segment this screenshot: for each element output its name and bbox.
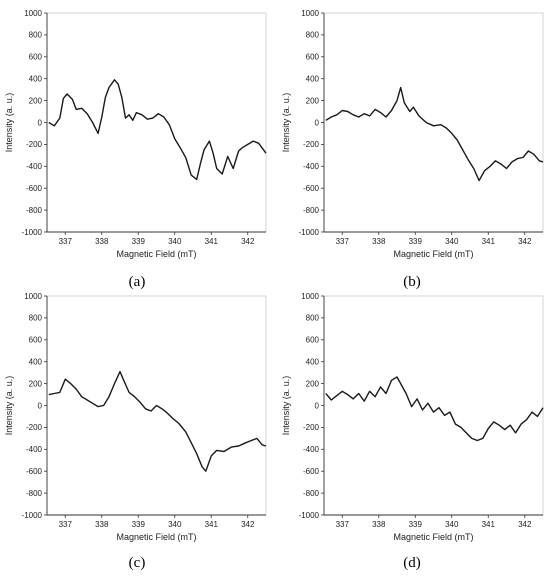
y-tick-label: -200: [26, 140, 43, 149]
plot-frame: [46, 12, 267, 233]
panel-d: -1000 -800 -600 -400 -200 0 200 400 600 800 1000 33…: [281, 292, 544, 571]
spectrum-line: [48, 370, 267, 472]
x-tick-label: 337: [59, 520, 73, 529]
y-tick-label: -200: [303, 423, 320, 432]
y-tick-label: 800: [306, 314, 320, 323]
y-tick-label: -800: [26, 489, 43, 498]
y-tick-label: 400: [306, 358, 320, 367]
y-tick-label: -800: [303, 489, 320, 498]
y-tick-label: 1000: [301, 292, 319, 301]
x-axis-label: Magnetic Field (mT): [393, 249, 473, 259]
x-tick-label: 339: [409, 520, 423, 529]
y-tick-label: 800: [29, 314, 43, 323]
y-tick-label: 0: [315, 401, 320, 410]
x-axis-label: Magnetic Field (mT): [393, 532, 473, 542]
x-tick-label: 342: [241, 520, 255, 529]
y-tick-label: 0: [38, 401, 43, 410]
y-tick-label: -1000: [299, 511, 320, 520]
y-tick-label: 400: [306, 75, 320, 84]
panel-b: -1000 -800 -600 -400 -200 0 200 400 600 800 1000 33…: [281, 9, 544, 290]
y-tick-label: -400: [26, 445, 43, 454]
spectrum-line: [325, 376, 544, 442]
x-tick-label: 338: [372, 520, 386, 529]
y-tick-label: 600: [306, 336, 320, 345]
x-tick-label: 337: [59, 237, 73, 246]
x-tick-label: 340: [168, 237, 182, 246]
y-tick-label: -600: [26, 184, 43, 193]
y-tick-label: -600: [26, 467, 43, 476]
x-tick-label: 341: [482, 237, 496, 246]
x-tick-label: 339: [409, 237, 423, 246]
y-axis-label: Intensity (a. u.): [4, 93, 14, 153]
y-tick-label: -1000: [22, 511, 43, 520]
panel-a: -1000 -800 -600 -400 -200 0 200 400 600 800 1000 33…: [4, 9, 267, 290]
x-tick-label: 338: [372, 237, 386, 246]
y-tick-label: 400: [29, 75, 43, 84]
y-tick-label: 200: [29, 96, 43, 105]
panel-c: -1000 -800 -600 -400 -200 0 200 400 600 800 1000 33…: [4, 292, 267, 571]
y-tick-label: -600: [303, 184, 320, 193]
y-tick-label: -400: [303, 445, 320, 454]
panel-label: (c): [129, 555, 146, 571]
y-tick-label: -600: [303, 467, 320, 476]
y-tick-label: 600: [29, 336, 43, 345]
y-tick-label: 400: [29, 358, 43, 367]
x-tick-label: 337: [336, 237, 350, 246]
y-tick-label: 1000: [301, 9, 319, 18]
plot-frame: [323, 12, 544, 233]
panel-label: (a): [129, 274, 146, 290]
panel-label: (d): [403, 555, 421, 571]
x-axis-label: Magnetic Field (mT): [116, 532, 196, 542]
y-tick-label: 200: [306, 379, 320, 388]
x-tick-label: 342: [518, 520, 532, 529]
spectrum-line: [325, 86, 544, 182]
y-tick-label: -800: [26, 206, 43, 215]
x-tick-label: 341: [205, 520, 219, 529]
y-tick-label: 800: [29, 31, 43, 40]
y-tick-label: 0: [38, 118, 43, 127]
x-tick-label: 341: [205, 237, 219, 246]
y-tick-label: 1000: [24, 9, 42, 18]
y-axis-label: Intensity (a. u.): [281, 93, 291, 153]
x-tick-label: 340: [168, 520, 182, 529]
y-tick-label: 0: [315, 118, 320, 127]
x-tick-label: 342: [518, 237, 532, 246]
x-tick-label: 340: [445, 520, 459, 529]
x-tick-label: 338: [95, 237, 109, 246]
y-tick-label: 200: [306, 96, 320, 105]
x-tick-label: 339: [132, 237, 146, 246]
x-tick-label: 338: [95, 520, 109, 529]
y-tick-label: -400: [303, 162, 320, 171]
y-tick-label: -800: [303, 206, 320, 215]
x-tick-label: 339: [132, 520, 146, 529]
spectrum-line: [48, 79, 267, 181]
y-axis-label: Intensity (a. u.): [4, 376, 14, 436]
x-tick-label: 337: [336, 520, 350, 529]
y-tick-label: -400: [26, 162, 43, 171]
y-tick-label: 800: [306, 31, 320, 40]
x-axis-label: Magnetic Field (mT): [116, 249, 196, 259]
y-tick-label: -1000: [22, 228, 43, 237]
plot-frame: [323, 295, 544, 516]
y-tick-label: -1000: [299, 228, 320, 237]
panel-label: (b): [403, 274, 421, 290]
y-axis-label: Intensity (a. u.): [281, 376, 291, 436]
x-tick-label: 341: [482, 520, 496, 529]
y-tick-label: -200: [26, 423, 43, 432]
y-tick-label: 600: [306, 53, 320, 62]
y-tick-label: 200: [29, 379, 43, 388]
y-tick-label: 600: [29, 53, 43, 62]
y-tick-label: -200: [303, 140, 320, 149]
x-tick-label: 340: [445, 237, 459, 246]
y-tick-label: 1000: [24, 292, 42, 301]
x-tick-label: 342: [241, 237, 255, 246]
